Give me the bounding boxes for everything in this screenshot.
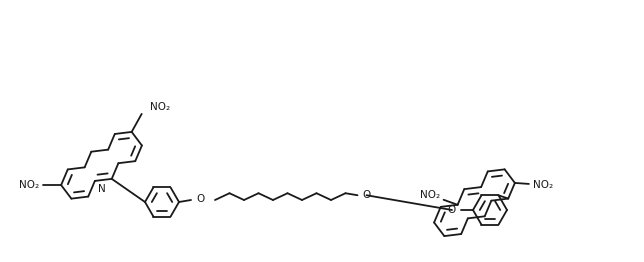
- Text: NO₂: NO₂: [149, 102, 170, 112]
- Text: O: O: [363, 190, 371, 200]
- Text: N: N: [98, 184, 106, 194]
- Text: NO₂: NO₂: [19, 180, 39, 190]
- Text: NO₂: NO₂: [419, 190, 440, 200]
- Text: O: O: [448, 205, 456, 215]
- Text: O: O: [196, 194, 204, 204]
- Text: NO₂: NO₂: [533, 180, 553, 190]
